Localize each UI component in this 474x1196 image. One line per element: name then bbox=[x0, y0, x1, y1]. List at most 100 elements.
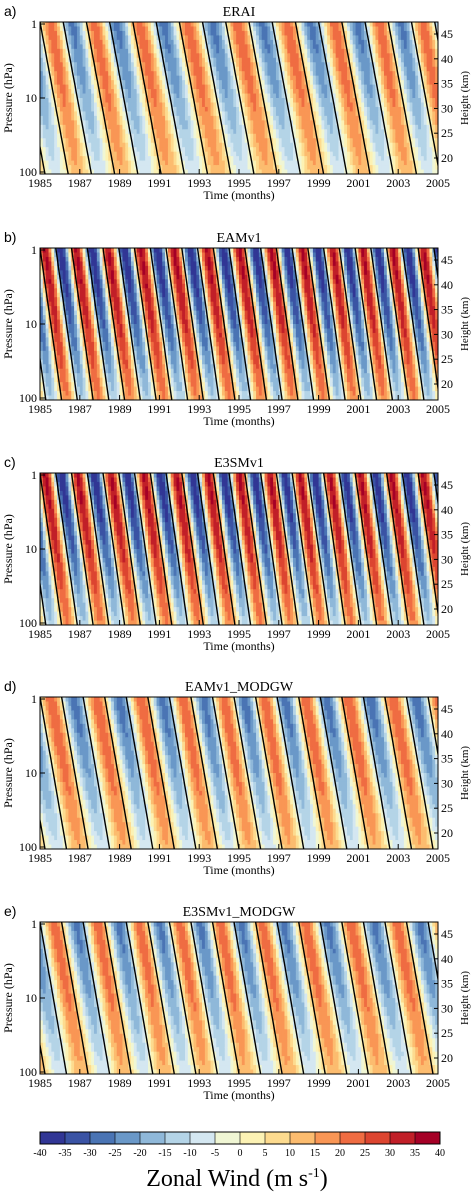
cell bbox=[79, 35, 84, 41]
cell bbox=[429, 160, 433, 166]
cell bbox=[426, 84, 431, 90]
cell bbox=[244, 160, 249, 166]
cell bbox=[412, 57, 416, 63]
cell bbox=[298, 120, 303, 126]
cell bbox=[130, 39, 135, 45]
cell bbox=[45, 71, 50, 77]
cell bbox=[321, 129, 325, 135]
cell bbox=[378, 151, 382, 157]
cell bbox=[76, 133, 81, 139]
cell bbox=[395, 71, 399, 77]
cell bbox=[338, 71, 342, 77]
cell bbox=[122, 138, 126, 144]
cell bbox=[392, 93, 396, 99]
cell bbox=[256, 22, 260, 28]
cell bbox=[96, 22, 101, 28]
cell bbox=[250, 48, 254, 54]
cell bbox=[324, 66, 328, 72]
cell bbox=[153, 89, 158, 95]
cell bbox=[136, 111, 141, 117]
cell bbox=[332, 133, 337, 139]
cell bbox=[179, 22, 183, 28]
cell bbox=[307, 75, 311, 81]
cell bbox=[202, 142, 206, 148]
cell bbox=[68, 160, 72, 166]
cell bbox=[403, 102, 408, 108]
cell bbox=[310, 26, 314, 32]
cell bbox=[108, 151, 112, 157]
cell bbox=[42, 310, 47, 316]
cell bbox=[219, 71, 223, 77]
cell bbox=[148, 93, 152, 99]
cell bbox=[318, 120, 323, 126]
cell bbox=[261, 93, 266, 99]
cell bbox=[42, 129, 47, 135]
cell bbox=[88, 147, 92, 153]
cell bbox=[239, 147, 243, 153]
cell bbox=[122, 62, 126, 68]
cell bbox=[176, 160, 180, 166]
cell bbox=[111, 75, 115, 81]
cell bbox=[310, 142, 314, 148]
cell bbox=[432, 124, 436, 130]
cell bbox=[176, 142, 180, 148]
cell bbox=[179, 160, 183, 166]
cell bbox=[412, 89, 416, 95]
cell bbox=[412, 39, 416, 45]
cell bbox=[187, 102, 192, 108]
cell bbox=[378, 147, 382, 153]
cell bbox=[239, 169, 243, 174]
cell bbox=[88, 138, 92, 144]
cell bbox=[42, 26, 47, 32]
cell bbox=[125, 71, 129, 77]
cell bbox=[165, 89, 169, 95]
cell bbox=[74, 93, 78, 99]
cell bbox=[369, 44, 374, 50]
cell bbox=[241, 120, 246, 126]
cell bbox=[57, 160, 61, 166]
cell bbox=[275, 66, 280, 72]
cell bbox=[324, 39, 328, 45]
cell bbox=[199, 98, 203, 104]
cell bbox=[62, 93, 67, 99]
cell bbox=[403, 44, 408, 50]
cell bbox=[281, 48, 286, 54]
cell bbox=[196, 84, 200, 90]
cell bbox=[94, 120, 98, 126]
cell bbox=[261, 156, 266, 162]
cell bbox=[79, 62, 84, 68]
cell bbox=[347, 80, 351, 86]
cell bbox=[128, 111, 132, 117]
cell bbox=[213, 147, 217, 153]
cell bbox=[125, 147, 129, 153]
cell bbox=[301, 22, 305, 28]
cell bbox=[119, 71, 124, 77]
cell bbox=[159, 93, 163, 99]
cell bbox=[341, 120, 345, 126]
cell bbox=[349, 22, 354, 28]
cell bbox=[128, 160, 132, 166]
cell bbox=[85, 165, 89, 171]
cell bbox=[327, 22, 331, 28]
cell bbox=[275, 120, 280, 126]
cell bbox=[318, 138, 323, 144]
cell bbox=[253, 71, 257, 77]
cell bbox=[429, 39, 433, 45]
cell bbox=[239, 26, 243, 32]
cell bbox=[287, 169, 291, 174]
cell bbox=[275, 102, 280, 108]
cell bbox=[321, 142, 325, 148]
cell bbox=[338, 80, 342, 86]
cell bbox=[293, 106, 297, 113]
cell bbox=[398, 102, 402, 108]
cell bbox=[179, 66, 183, 72]
cell bbox=[418, 84, 422, 90]
cell bbox=[136, 169, 141, 174]
cell bbox=[258, 39, 263, 45]
cell bbox=[199, 44, 203, 50]
cell bbox=[239, 129, 243, 135]
cell bbox=[125, 169, 129, 174]
cell bbox=[113, 22, 118, 28]
cell bbox=[270, 39, 274, 45]
cell bbox=[435, 48, 438, 54]
